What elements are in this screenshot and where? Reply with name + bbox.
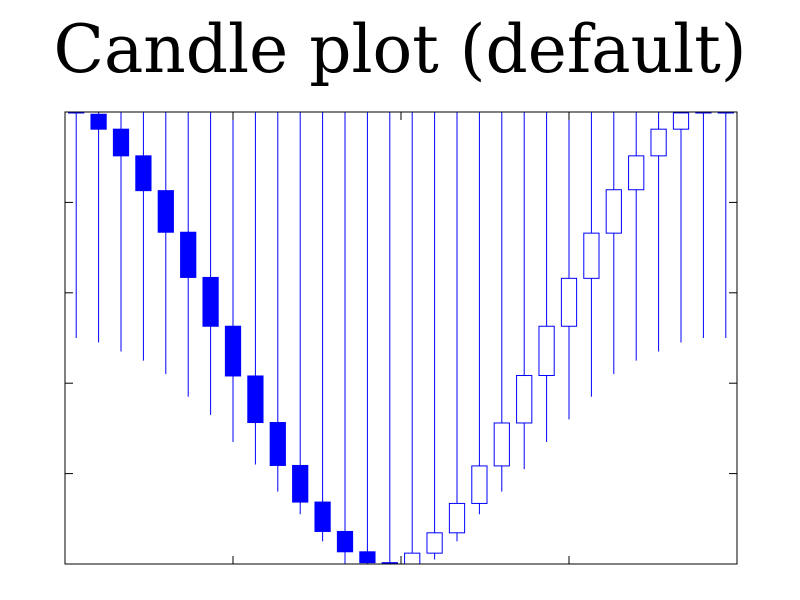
candle-10	[292, 112, 309, 515]
candle-body	[112, 128, 130, 157]
candle-18	[471, 112, 488, 515]
candle-0	[68, 111, 85, 338]
candle-body	[628, 155, 645, 191]
candle-15	[404, 112, 421, 565]
candle-body	[583, 232, 600, 279]
candle-13	[359, 112, 376, 564]
candle-body	[672, 112, 690, 130]
candle-8	[247, 112, 264, 465]
chart-title: Candle plot (default)	[53, 11, 747, 88]
candle-21	[538, 112, 555, 442]
candle-12	[336, 112, 354, 564]
candle-26	[650, 112, 667, 352]
candle-25	[628, 112, 645, 361]
candle-11	[314, 112, 331, 542]
candle-body	[314, 501, 331, 532]
candle-body	[471, 465, 488, 504]
candle-4	[157, 112, 174, 375]
candles-group	[68, 111, 734, 565]
candle-body	[538, 325, 555, 377]
candle-body	[224, 325, 242, 377]
candle-body	[516, 375, 533, 424]
candle-14	[381, 112, 398, 565]
candle-body	[292, 464, 309, 503]
plot-frame	[64, 111, 738, 565]
candle-2	[112, 112, 130, 352]
candle-9	[269, 112, 286, 492]
candle-24	[605, 112, 622, 375]
candle-22	[560, 112, 578, 420]
candle-body	[180, 231, 197, 278]
candle-body	[202, 276, 219, 327]
candle-body	[247, 375, 264, 424]
candle-body	[269, 422, 286, 466]
candle-5	[180, 112, 197, 397]
candle-1	[90, 112, 107, 343]
candle-body	[448, 502, 466, 534]
candle-body	[493, 422, 510, 467]
candle-27	[672, 112, 690, 343]
candle-7	[224, 112, 242, 442]
candle-body	[560, 277, 578, 327]
candle-body	[135, 155, 152, 192]
candle-body	[404, 552, 421, 565]
candle-19	[493, 112, 510, 492]
candle-body	[336, 530, 354, 553]
candle-body	[426, 532, 443, 554]
candle-23	[583, 112, 600, 397]
candle-body	[605, 189, 622, 234]
candle-3	[135, 112, 152, 361]
candle-28	[695, 111, 712, 338]
candle-body	[90, 113, 107, 130]
candle-body	[359, 551, 376, 564]
candle-29	[717, 111, 734, 338]
candle-body	[650, 128, 667, 157]
candle-16	[426, 112, 443, 560]
candle-17	[448, 112, 466, 542]
candle-20	[516, 112, 533, 470]
candle-6	[202, 112, 219, 415]
candle-body	[157, 190, 174, 233]
